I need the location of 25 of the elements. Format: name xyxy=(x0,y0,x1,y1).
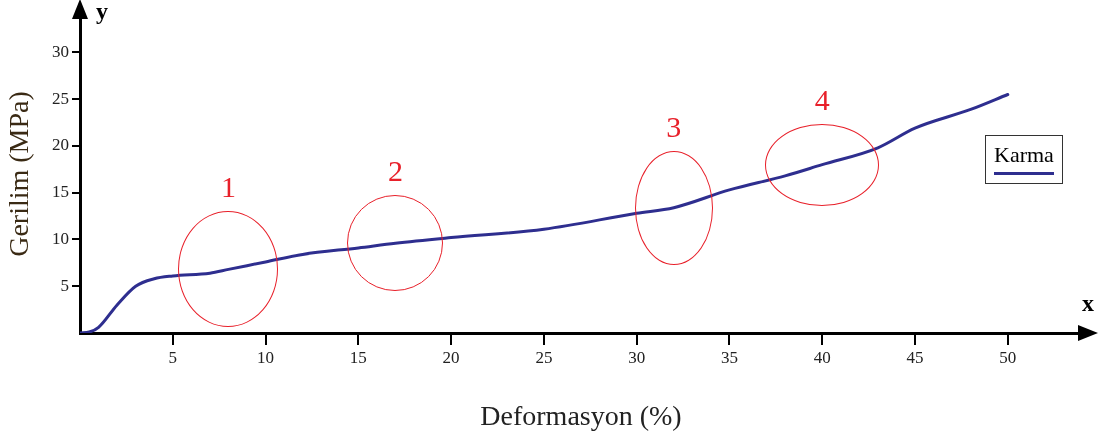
x-tick-label: 30 xyxy=(628,347,646,367)
x-tick-label: 50 xyxy=(999,347,1017,367)
x-tick-label: 35 xyxy=(720,347,738,367)
x-tick-label: 45 xyxy=(906,347,924,367)
annotation: 4 xyxy=(814,82,830,117)
x-tick-label: 10 xyxy=(257,347,275,367)
y-tick-label: 25 xyxy=(52,88,69,108)
text: x xyxy=(1082,289,1094,317)
y-tick-label: 20 xyxy=(52,135,69,155)
y-tick-label: 15 xyxy=(52,182,69,202)
y-tick-label: 10 xyxy=(52,228,69,248)
annotation: 3 xyxy=(666,109,682,144)
x-tick-label: 25 xyxy=(535,347,553,367)
y-axis-title: Gerilim (MPa) xyxy=(3,91,35,257)
annotation: 2 xyxy=(387,154,403,189)
y-tick-label: 30 xyxy=(52,41,69,61)
x-tick-label: 5 xyxy=(168,347,178,367)
y-tick-label: 5 xyxy=(60,275,69,295)
annotation: y xyxy=(96,0,108,25)
series-label: Karma xyxy=(994,142,1054,168)
x-tick-label: 15 xyxy=(349,347,367,367)
x-tick-label: 20 xyxy=(442,347,460,367)
x-axis-title: Deformasyon (%) xyxy=(480,399,682,431)
annotation: 1 xyxy=(220,170,236,205)
x-tick-label: 40 xyxy=(813,347,831,367)
